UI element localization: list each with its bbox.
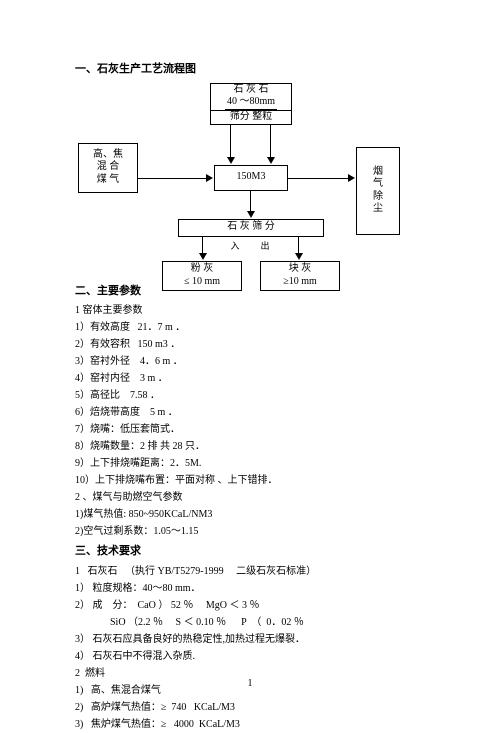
s2-sub2: 2 、煤气与助燃空气参数	[75, 489, 440, 506]
flue-l1: 烟	[373, 166, 383, 179]
node-limestone: 石 灰 石 40 ～80mm	[210, 83, 292, 111]
split-label-left: 入	[228, 241, 242, 253]
s3-p1: 1 石灰石 （执行 YB/T5279-1999 二级石灰石标准）	[75, 563, 440, 580]
s3-p3b: SiO （2.2 ％ S ＜ 0.10 ％ P （ 0．02 ％	[75, 614, 440, 631]
s3-p8: 2) 高炉煤气热值：≥ 740 KCaL/M3	[75, 699, 440, 716]
section3-title: 三、技术要求	[75, 542, 440, 561]
s2-p10: 10）上下排烧嘴布置：平面对称 、上下错排．	[75, 472, 440, 489]
s3-p9: 3) 焦炉煤气热值：≥ 4000 KCaL/M3	[75, 716, 440, 733]
s3-p2: 1） 粒度规格：40～80 mm．	[75, 580, 440, 597]
s2-p1: 1）有效高度 21．7 m ．	[75, 319, 440, 336]
node-kuai: 块 灰 ≥10 mm	[260, 261, 340, 291]
s3-p5: 4） 石灰石中不得混入杂质.	[75, 648, 440, 665]
fen-l1: 粉 灰	[191, 263, 214, 276]
node-fen: 粉 灰 ≤ 10 mm	[162, 261, 242, 291]
node-gas: 高、焦 混 合 煤 气	[78, 143, 138, 193]
node-sieve-label: 筛分 整粒	[210, 111, 292, 125]
s2-p3: 3）窑衬外径 4．6 m ．	[75, 353, 440, 370]
s3-p3a: 2） 成 分： CaO ） 52 ％ MgO ＜ 3 ％	[75, 597, 440, 614]
page-number: 1	[0, 675, 500, 692]
s2-p6: 6）焙烧带高度 5 m ．	[75, 404, 440, 421]
limestone-l2: 40 ～80mm	[225, 96, 277, 110]
sieve-text: 筛分 整粒	[230, 111, 273, 124]
flue-l3: 除	[373, 191, 383, 204]
gas-l1: 高、焦	[93, 149, 123, 162]
node-kiln: 150M3	[214, 165, 288, 191]
split-label-right: 出	[258, 241, 272, 253]
s2-p4: 4）窑衬内径 3 m ．	[75, 370, 440, 387]
kuai-l1: 块 灰	[289, 263, 312, 276]
fen-l2: ≤ 10 mm	[184, 276, 220, 289]
s2-p12: 2)空气过剩系数：1.05～1.15	[75, 523, 440, 540]
kuai-l2: ≥10 mm	[283, 276, 317, 289]
sieve2-text: 石 灰 筛 分	[227, 221, 275, 234]
section1-title: 一、石灰生产工艺流程图	[75, 60, 440, 79]
page: 一、石灰生产工艺流程图 石 灰 石 40 ～80mm 筛分 整粒 高、焦 混 合…	[0, 0, 500, 706]
flue-l4: 尘	[373, 203, 383, 216]
node-sieve2: 石 灰 筛 分	[178, 219, 324, 237]
node-fluegas: 烟 气 除 尘	[356, 147, 400, 235]
flue-l2: 气	[373, 178, 383, 191]
s2-p9: 9）上下排烧嘴距离：2．5M.	[75, 455, 440, 472]
s2-p7: 7）烧嘴：低压套筒式．	[75, 421, 440, 438]
s2-p5: 5）高径比 7.58 ．	[75, 387, 440, 404]
s2-p8: 8）烧嘴数量：2 排 共 28 只．	[75, 438, 440, 455]
gas-l2: 混 合	[97, 161, 120, 174]
s2-p11: 1)煤气热值: 850~950KCaL/NM3	[75, 506, 440, 523]
gas-l3: 煤 气	[97, 174, 120, 187]
s3-p4: 3） 石灰石应具备良好的热稳定性,加热过程无爆裂．	[75, 631, 440, 648]
kiln-text: 150M3	[237, 171, 266, 184]
s2-p2: 2）有效容积 150 m3 ．	[75, 336, 440, 353]
limestone-l1: 石 灰 石	[234, 84, 269, 97]
flowchart: 石 灰 石 40 ～80mm 筛分 整粒 高、焦 混 合 煤 气 150M3 烟…	[70, 83, 430, 308]
